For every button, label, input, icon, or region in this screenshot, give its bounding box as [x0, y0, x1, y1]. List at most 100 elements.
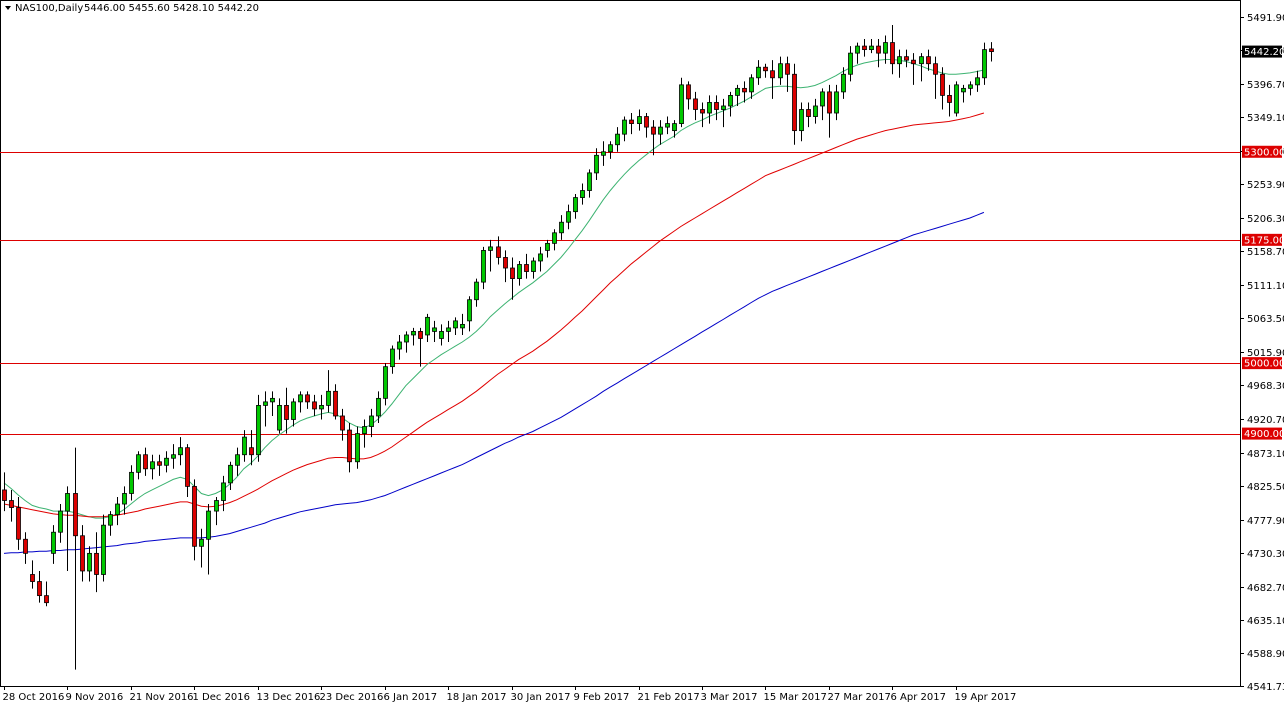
candle — [827, 84, 832, 138]
candle-body — [573, 197, 578, 213]
candle-body — [517, 264, 522, 279]
candle — [319, 394, 324, 420]
candle — [347, 423, 352, 473]
level-price-label: 5175.00 — [1244, 235, 1284, 246]
level-price-tag[interactable] — [1242, 233, 1282, 246]
candle — [263, 391, 268, 427]
candle-body — [171, 454, 176, 459]
candle-body — [841, 73, 846, 93]
candle-body — [587, 172, 592, 191]
candle — [799, 102, 804, 142]
candle-body — [44, 595, 49, 604]
candle — [679, 77, 684, 128]
candle-body — [658, 126, 663, 135]
candle — [587, 169, 592, 198]
candle — [566, 204, 571, 230]
candle — [108, 511, 113, 536]
candle — [397, 334, 402, 360]
candle — [270, 391, 275, 416]
level-price-label: 4900.00 — [1244, 429, 1284, 440]
candle — [298, 391, 303, 413]
candle — [608, 141, 613, 159]
candle — [150, 454, 155, 480]
candle — [510, 257, 515, 300]
collapse-triangle-icon[interactable] — [5, 6, 11, 10]
candle — [333, 384, 338, 420]
candle-body — [862, 45, 867, 51]
candle — [235, 447, 240, 476]
candle-body — [785, 63, 790, 75]
x-tick-label: 6 Apr 2017 — [891, 692, 946, 703]
candle — [538, 246, 543, 272]
candle-body — [460, 323, 465, 329]
candle-body — [214, 500, 219, 512]
candle — [651, 120, 656, 156]
candle-body — [58, 510, 63, 533]
candle-body — [707, 102, 712, 114]
candle — [143, 447, 148, 476]
candle — [446, 320, 451, 342]
candle-body — [474, 281, 479, 301]
candle-body — [693, 98, 698, 110]
candle — [961, 84, 966, 103]
candle-body — [333, 390, 338, 417]
candle — [369, 408, 374, 438]
candle-body — [580, 190, 585, 198]
level-price-tag[interactable] — [1242, 145, 1282, 158]
candle-body — [524, 264, 529, 272]
candle — [834, 84, 839, 121]
candle — [637, 109, 642, 131]
candle-body — [855, 45, 860, 54]
ohlc-label: 5446.00 5455.60 5428.10 5442.20 — [84, 3, 259, 14]
candle-body — [911, 59, 916, 65]
candle — [115, 496, 120, 526]
x-tick-label: 21 Feb 2017 — [638, 692, 700, 703]
x-tick-label: 21 Nov 2016 — [130, 692, 194, 703]
candle-body — [73, 493, 78, 537]
candle — [136, 451, 141, 480]
y-tick-label: 4873.10 — [1247, 449, 1284, 460]
candle-body — [496, 246, 501, 258]
price-axis[interactable]: 5491.905444.505396.705349.105301.505253.… — [1240, 13, 1284, 693]
candle — [171, 444, 176, 469]
y-tick-label: 5111.10 — [1247, 281, 1284, 292]
candle-body — [16, 507, 21, 540]
y-tick-label: 5015.90 — [1247, 348, 1284, 359]
candle — [249, 430, 254, 466]
candle-body — [418, 331, 423, 339]
candle-body — [432, 327, 437, 332]
candle-body — [298, 394, 303, 403]
candle-body — [622, 119, 627, 135]
level-price-tag[interactable] — [1242, 427, 1282, 440]
y-tick-label: 5396.70 — [1247, 80, 1284, 91]
candle — [242, 430, 247, 462]
candle — [206, 504, 211, 575]
candle-body — [869, 45, 874, 51]
candle-body — [390, 348, 395, 368]
candle-body — [206, 510, 211, 540]
candle-body — [37, 581, 42, 597]
candle — [80, 525, 85, 582]
candle-body — [510, 267, 515, 279]
candle — [848, 46, 853, 82]
candle-body — [228, 464, 233, 484]
candle-body — [679, 84, 684, 124]
candle-body — [397, 341, 402, 350]
candle-body — [890, 42, 895, 65]
candle-body — [347, 429, 352, 463]
y-tick-label: 5063.50 — [1247, 314, 1284, 325]
candle — [919, 53, 924, 82]
candle — [911, 53, 916, 85]
candle-body — [926, 56, 931, 65]
candle-body — [369, 415, 374, 427]
candle-body — [644, 116, 649, 128]
candle — [559, 215, 564, 240]
horizontal-levels[interactable] — [0, 152, 1240, 435]
candle — [763, 63, 768, 78]
candle — [629, 113, 634, 135]
candle-body — [185, 447, 190, 487]
level-price-tag[interactable] — [1242, 357, 1282, 370]
